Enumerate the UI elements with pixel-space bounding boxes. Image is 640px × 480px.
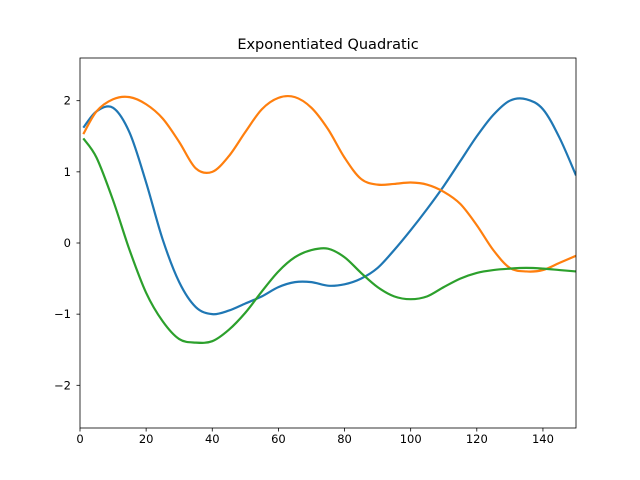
y-tick-label: 2 <box>64 94 71 108</box>
y-tick-label: 0 <box>64 236 71 250</box>
series-line-1 <box>82 97 576 316</box>
series-line-3 <box>82 137 576 344</box>
y-tick-label: −2 <box>54 378 71 392</box>
x-tick-label: 100 <box>400 432 422 446</box>
y-tick-label: 1 <box>64 165 71 179</box>
y-tick-label: −1 <box>54 307 71 321</box>
x-tick-label: 80 <box>337 432 352 446</box>
x-tick-label: 20 <box>139 432 154 446</box>
axis-ticks: 0 20 40 60 80 100 120 140 −2 −1 0 1 2 <box>54 94 554 446</box>
chart-title: Exponentiated Quadratic <box>237 37 418 53</box>
series-line-2 <box>82 94 576 273</box>
series-layer <box>82 94 576 344</box>
x-tick-label: 120 <box>466 432 488 446</box>
plot-frame <box>79 57 577 429</box>
x-tick-label: 40 <box>205 432 220 446</box>
x-tick-label: 0 <box>76 432 83 446</box>
x-tick-label: 60 <box>271 432 286 446</box>
x-tick-label: 140 <box>532 432 554 446</box>
